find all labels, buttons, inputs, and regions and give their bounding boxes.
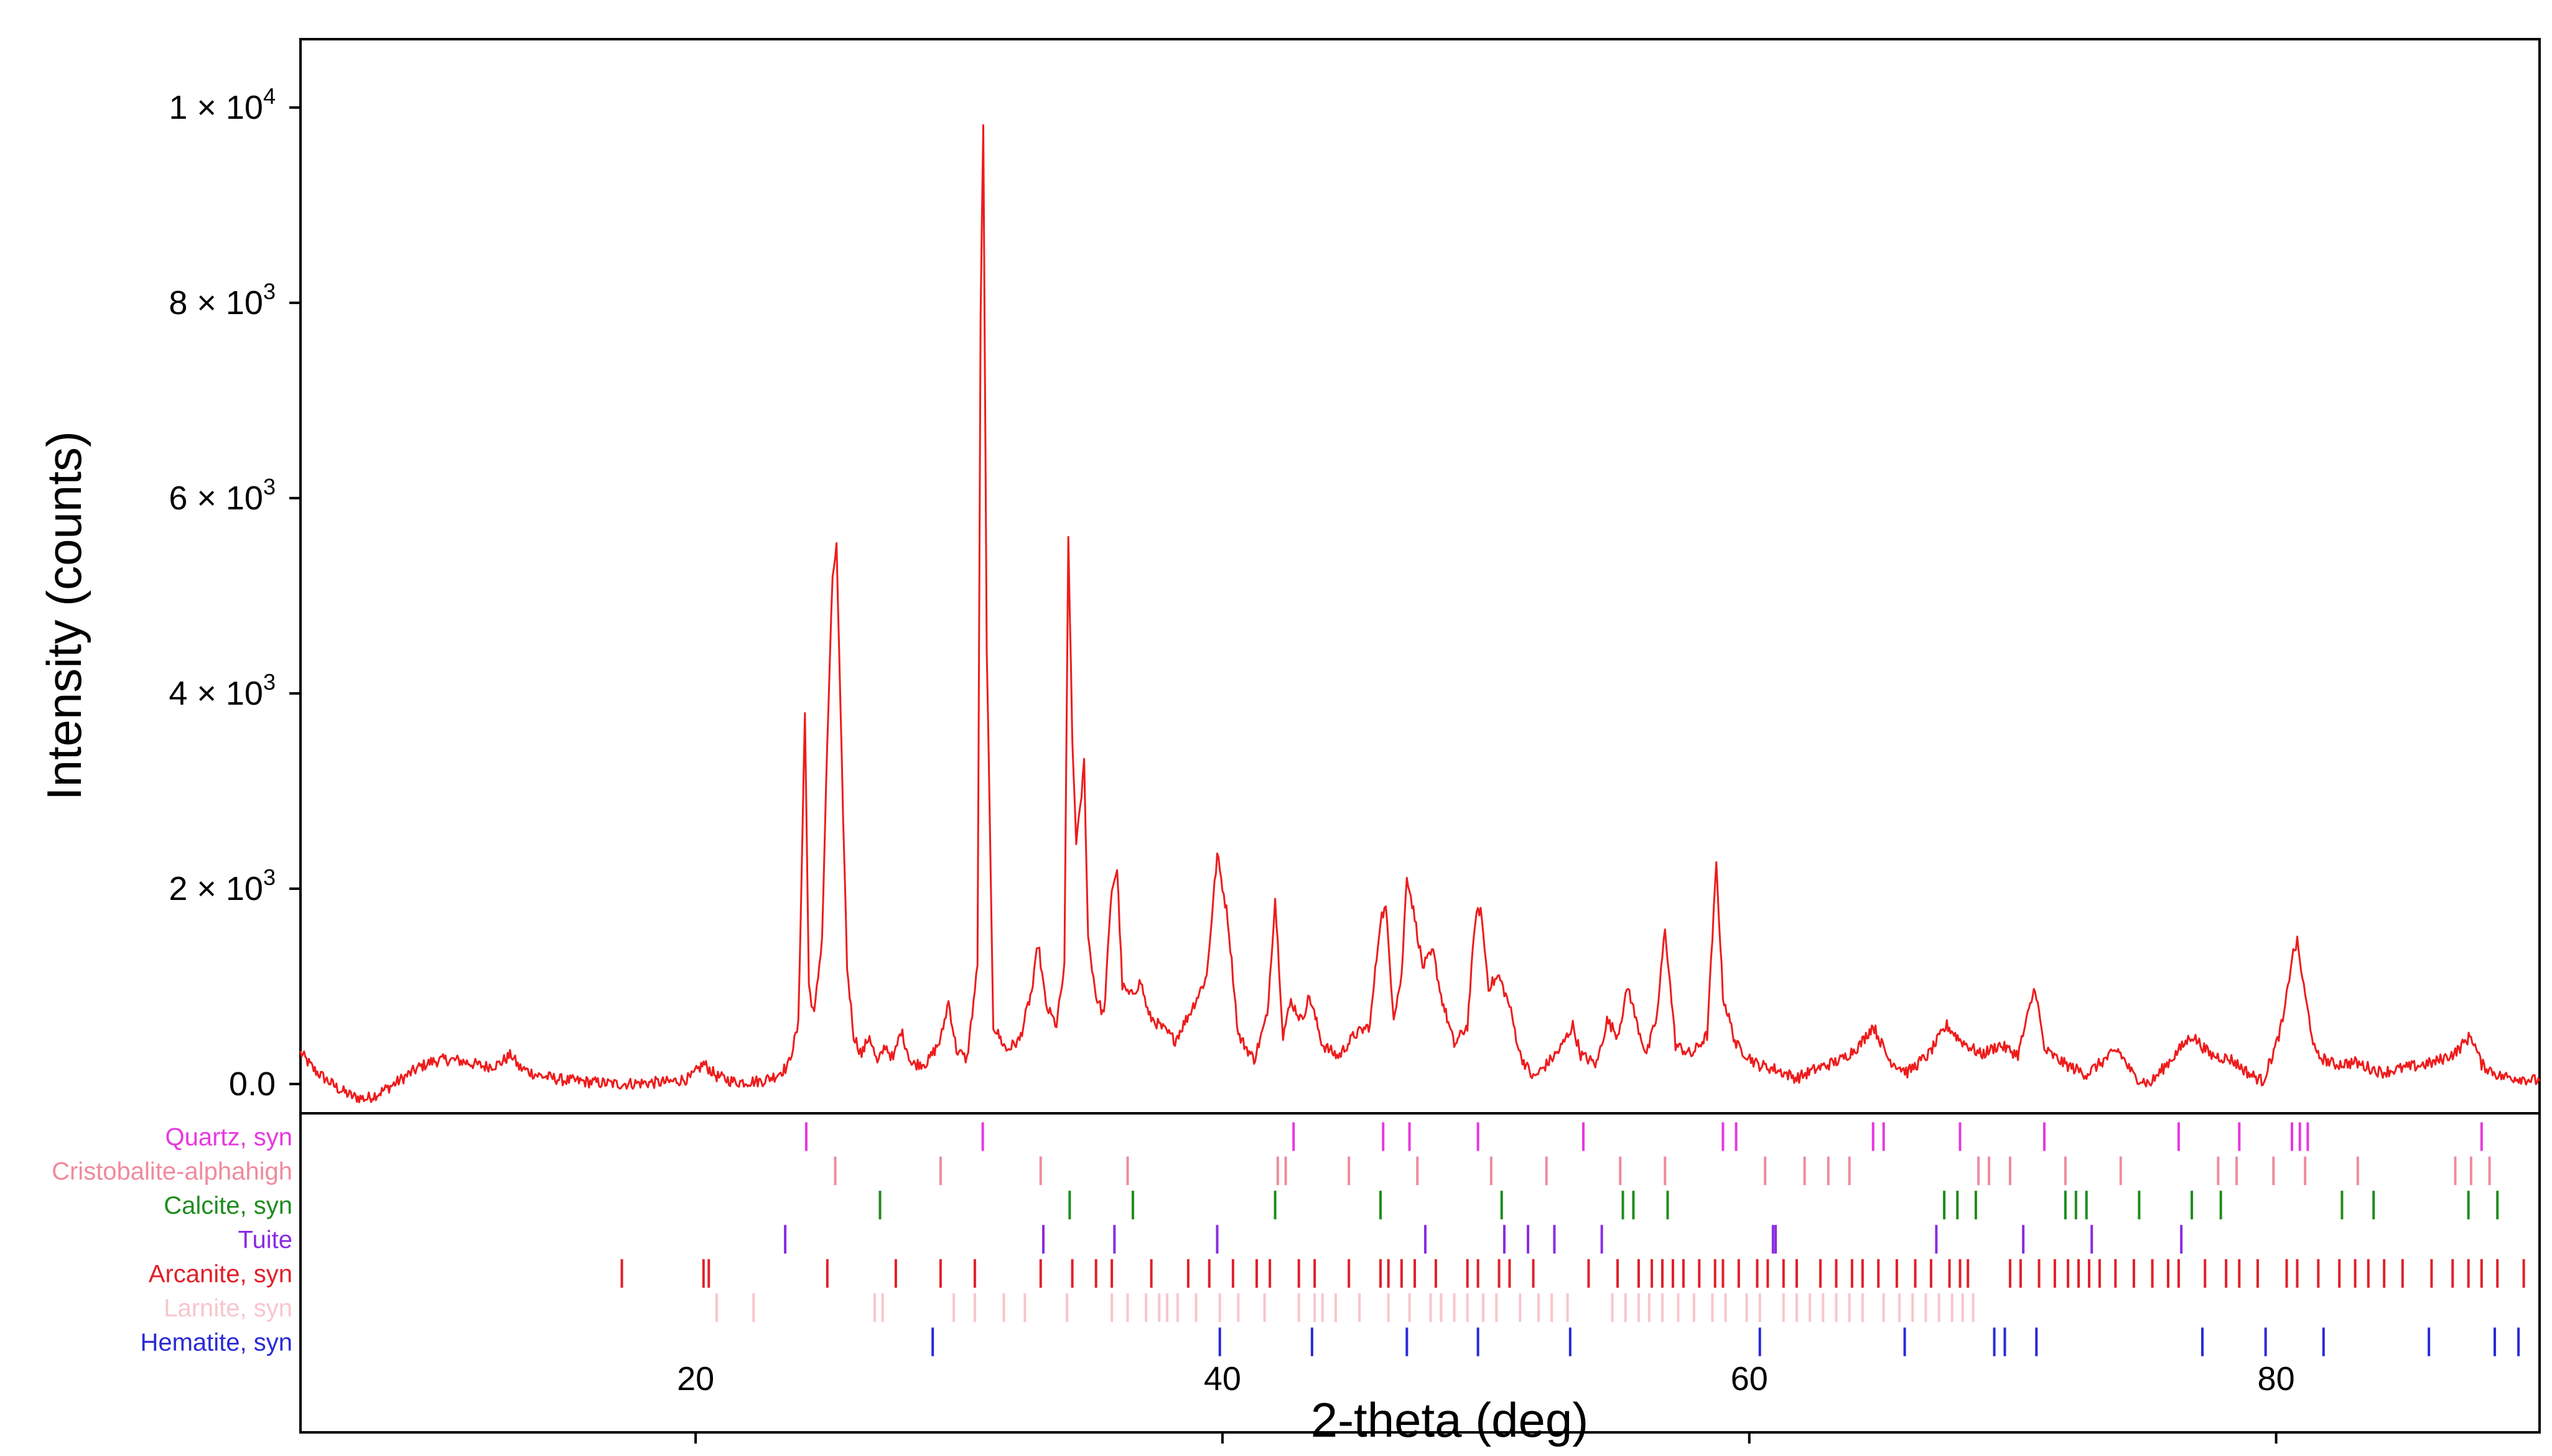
- phase-label: Tuite: [238, 1226, 292, 1254]
- x-tick-label: 20: [677, 1360, 714, 1398]
- y-axis-ticks: 0.0 2 × 103 4 × 103 6 × 103 8 × 103 1 × 104: [169, 83, 300, 1103]
- x-axis-title: 2-theta (deg): [1311, 1393, 1589, 1447]
- phase-label: Arcanite, syn: [149, 1261, 292, 1288]
- x-tick-label: 80: [2258, 1360, 2295, 1398]
- y-tick-label: 8 × 103: [169, 279, 276, 322]
- y-tick-label: 4 × 103: [169, 669, 276, 712]
- phase-label: Larnite, syn: [164, 1295, 292, 1322]
- phase-label: Quartz, syn: [165, 1124, 292, 1151]
- plot-frame: [299, 38, 2541, 1434]
- y-axis-title: Intensity (counts): [37, 431, 91, 800]
- y-tick-label: 0.0: [229, 1065, 276, 1103]
- x-tick-label: 60: [1731, 1360, 1768, 1398]
- phase-reference-rows: Quartz, syn Cristobalite-alphahigh Calcite…: [52, 1122, 2525, 1356]
- x-tick-label: 40: [1204, 1360, 1241, 1398]
- y-tick-label: 2 × 103: [169, 865, 276, 907]
- y-tick-label: 6 × 103: [169, 474, 276, 517]
- y-tick-label: 1 × 104: [169, 83, 276, 126]
- intensity-series-line: [299, 124, 2541, 1103]
- phase-label: Calcite, syn: [164, 1192, 292, 1220]
- phase-label: Hematite, syn: [140, 1329, 292, 1356]
- phase-label: Cristobalite-alphahigh: [52, 1158, 292, 1185]
- x-axis-ticks: 20 40 60 80: [677, 1360, 2295, 1444]
